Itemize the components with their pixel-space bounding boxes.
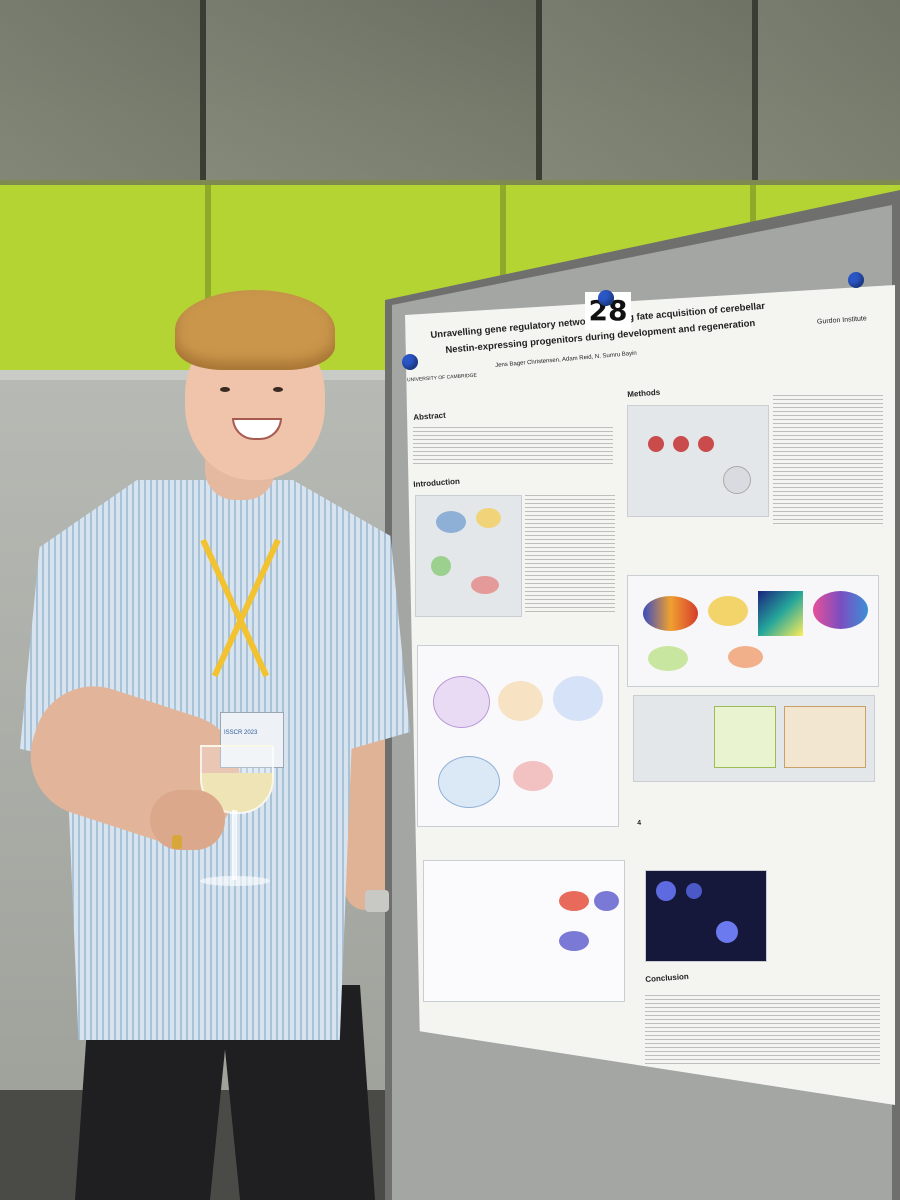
- research-poster: Unravelling gene regulatory networks dri…: [405, 285, 895, 1105]
- intro-figure: [415, 495, 522, 617]
- intro-text: [525, 495, 615, 615]
- figure-microscopy: [645, 870, 767, 962]
- poster-section-abstract: Abstract: [413, 410, 447, 422]
- poster-section-introduction: Introduction: [413, 476, 461, 489]
- gold-ring: [172, 835, 182, 849]
- figure-foxo1: [423, 860, 625, 1002]
- person-curly-hair: [175, 290, 335, 370]
- poster-section-conclusion: Conclusion: [645, 971, 690, 984]
- person-eye: [273, 387, 283, 392]
- abstract-text: [413, 427, 613, 465]
- poster-logo-cambridge: UNIVERSITY OF CAMBRIDGE: [406, 372, 478, 384]
- wine-glass-foot: [200, 876, 270, 886]
- poster-section-methods: Methods: [627, 387, 661, 399]
- push-pin: [848, 272, 864, 288]
- figure-pseudotime: [627, 575, 879, 687]
- push-pin: [402, 354, 418, 370]
- figure-scrnaseq: [417, 645, 619, 827]
- conclusion-text: [645, 995, 880, 1065]
- wine-glass-stem: [232, 810, 237, 880]
- poster-authors: Jens Bager Christensen, Adam Reid, N. Su…: [495, 350, 638, 369]
- methods-figure: [627, 405, 769, 517]
- wristwatch: [365, 890, 389, 912]
- push-pin: [598, 290, 614, 306]
- figure-grn: [633, 695, 875, 782]
- person-eye: [220, 387, 230, 392]
- poster-section-4: 4: [637, 819, 642, 827]
- name-badge-text: ISSCR 2023: [224, 730, 258, 736]
- person-hand: [150, 790, 225, 850]
- poster-logo-gurdon: Gurdon Institute: [816, 315, 867, 326]
- methods-text: [773, 395, 883, 525]
- board-number-label: 28: [585, 292, 631, 330]
